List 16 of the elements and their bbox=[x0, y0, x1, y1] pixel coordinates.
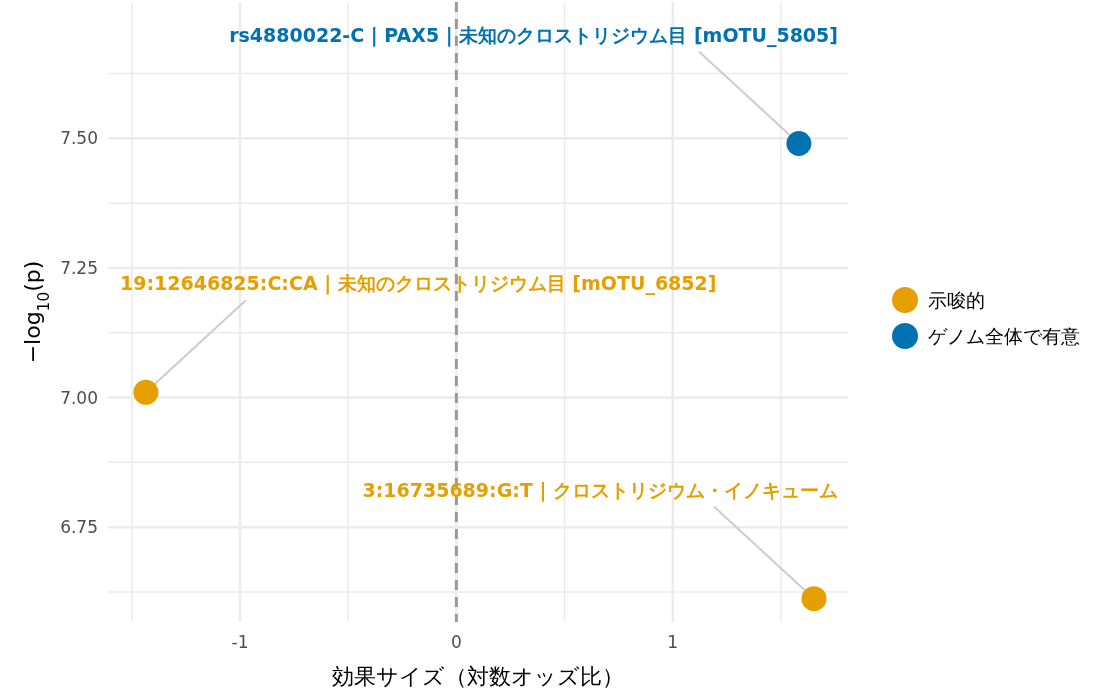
x-axis-title: 効果サイズ（対数オッズ比） bbox=[332, 664, 624, 688]
y-tick-label: 7.00 bbox=[60, 387, 98, 408]
x-tick-label: -1 bbox=[231, 632, 249, 652]
point bbox=[133, 379, 159, 405]
x-tick-label: 1 bbox=[667, 632, 679, 652]
legend-label: ゲノム全体で有意 bbox=[928, 325, 1080, 347]
point bbox=[786, 131, 812, 157]
y-tick-label: 7.25 bbox=[60, 257, 98, 278]
point bbox=[801, 586, 827, 612]
annotation: 19:12646825:C:CA | 未知のクロストリジウム目 [mOTU_6852] bbox=[120, 272, 717, 296]
y-tick-label: 7.50 bbox=[60, 128, 98, 149]
annotation: 3:16735689:G:T | クロストリジウム・イノキューム bbox=[362, 478, 838, 502]
y-tick-label: 6.75 bbox=[60, 517, 98, 538]
annotation: rs4880022-C | PAX5 | 未知のクロストリジウム目 [mOTU_5805] bbox=[229, 23, 838, 47]
x-tick-label: 0 bbox=[450, 632, 462, 652]
legend-label: 示唆的 bbox=[928, 289, 985, 311]
